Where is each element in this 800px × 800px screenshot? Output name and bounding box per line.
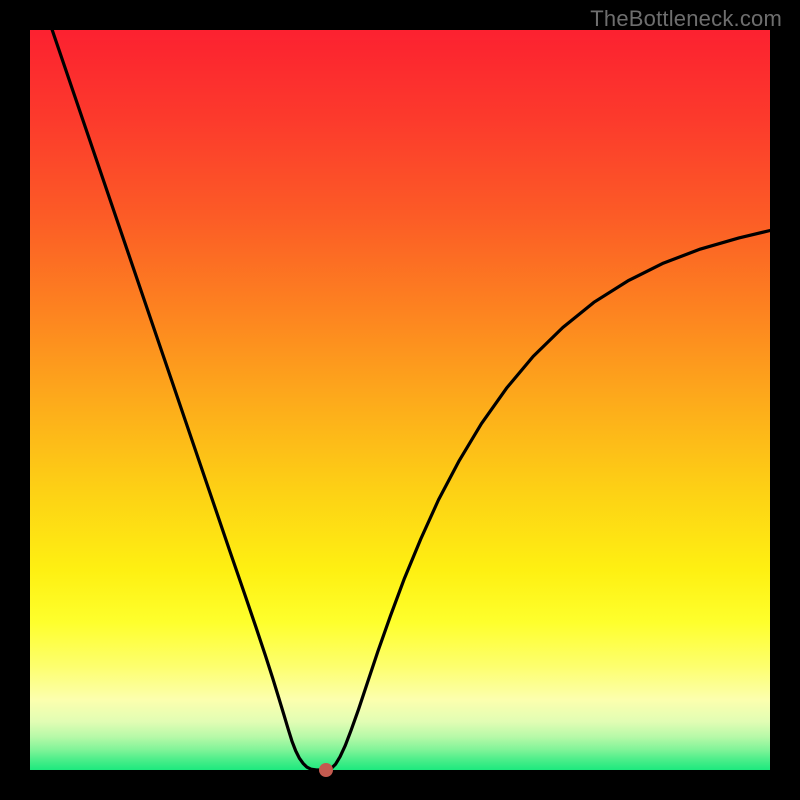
chart-frame: TheBottleneck.com bbox=[0, 0, 800, 800]
plot-area bbox=[30, 30, 770, 770]
minimum-marker bbox=[319, 763, 333, 777]
bottleneck-curve bbox=[30, 30, 770, 770]
watermark-text: TheBottleneck.com bbox=[590, 6, 782, 32]
